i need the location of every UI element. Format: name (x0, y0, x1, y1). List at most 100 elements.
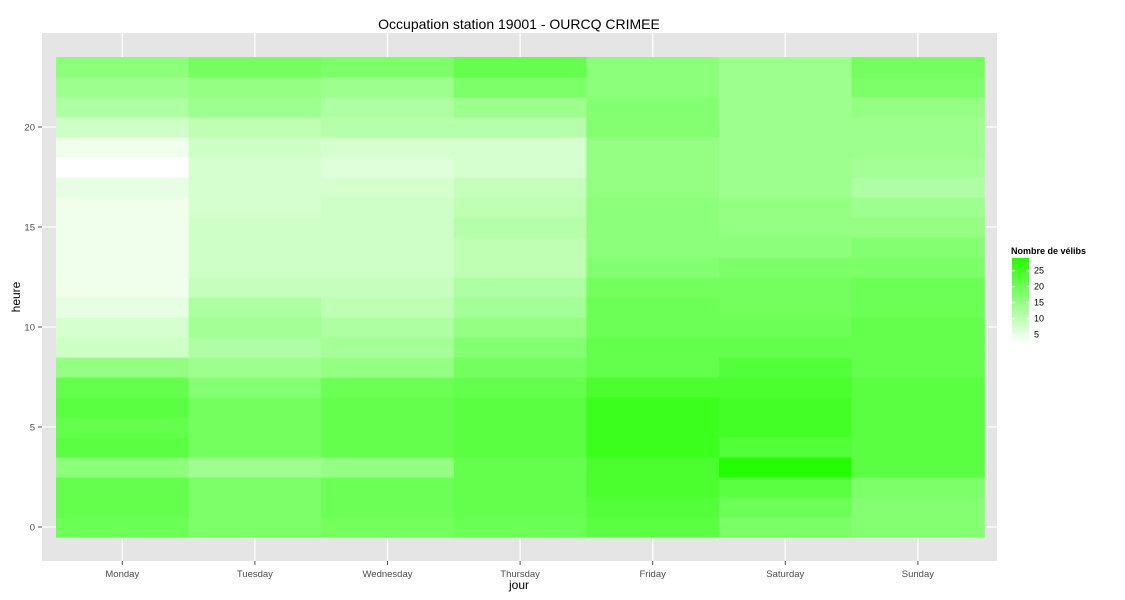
heatmap-cell (188, 397, 322, 418)
x-tick-label: Wednesday (363, 569, 413, 580)
heatmap-cell (56, 497, 190, 518)
heatmap-cell (453, 477, 587, 498)
y-tick-label: 5 (30, 423, 35, 434)
heatmap-cell (56, 117, 190, 138)
heatmap-cell (719, 57, 853, 78)
heatmap-cell (453, 157, 587, 178)
heatmap-cell (586, 157, 720, 178)
heatmap-cell (56, 477, 190, 498)
heatmap-cell (586, 517, 720, 538)
heatmap-cell (321, 157, 455, 178)
heatmap-cell (321, 317, 455, 338)
heatmap-cell (188, 297, 322, 318)
legend-colorbar (1012, 258, 1029, 344)
x-tick-label: Tuesday (237, 569, 273, 580)
heatmap-cell (719, 277, 853, 298)
y-axis-ticks: 0 5 10 15 20 (24, 123, 42, 534)
heatmap-cell (851, 177, 985, 198)
heatmap-cell (321, 137, 455, 158)
heatmap-cell (586, 237, 720, 258)
heatmap-cell (851, 57, 985, 78)
heatmap-cell (453, 137, 587, 158)
heatmap-cell (453, 237, 587, 258)
heatmap-cell (719, 377, 853, 398)
heatmap-cell (453, 397, 587, 418)
heatmap-cell (56, 57, 190, 78)
heatmap-cell (453, 277, 587, 298)
heatmap-cell (851, 117, 985, 138)
y-tick-label: 20 (24, 123, 35, 134)
heatmap-cell (188, 217, 322, 238)
heatmap-cell (321, 437, 455, 458)
heatmap-cell (321, 457, 455, 478)
heatmap-cell (586, 137, 720, 158)
heatmap-cell (321, 297, 455, 318)
heatmap-cell (56, 257, 190, 278)
heatmap-cell (321, 337, 455, 358)
heatmap-cell (321, 237, 455, 258)
heatmap-cell (188, 317, 322, 338)
heatmap-cell (56, 237, 190, 258)
heatmap-cell (851, 357, 985, 378)
legend-tick-label: 15 (1034, 298, 1044, 308)
heatmap-cell (453, 297, 587, 318)
heatmap-cell (453, 437, 587, 458)
x-tick-label: Sunday (902, 569, 934, 580)
heatmap-cell (321, 257, 455, 278)
heatmap-cell (851, 437, 985, 458)
heatmap-cell (719, 317, 853, 338)
heatmap-cell (719, 117, 853, 138)
x-tick-label: Thursday (500, 569, 540, 580)
heatmap-cell (56, 97, 190, 118)
heatmap-cell (719, 97, 853, 118)
heatmap-cell (586, 257, 720, 278)
heatmap-cell (851, 237, 985, 258)
legend-tick-label: 20 (1034, 282, 1044, 292)
heatmap-cell (851, 157, 985, 178)
heatmap-cell (851, 397, 985, 418)
heatmap-cell (851, 137, 985, 158)
heatmap-cell (188, 277, 322, 298)
heatmap-cell (453, 317, 587, 338)
heatmap-cell (719, 297, 853, 318)
heatmap-cell (56, 337, 190, 358)
heatmap-cell (586, 77, 720, 98)
x-axis-title: jour (508, 578, 529, 592)
heatmap-cell (719, 257, 853, 278)
heatmap-cell (851, 417, 985, 438)
heatmap-cell (56, 457, 190, 478)
heatmap-cell (453, 497, 587, 518)
heatmap-cell (453, 217, 587, 238)
heatmap-cell (851, 477, 985, 498)
heatmap-cell (188, 437, 322, 458)
heatmap-cell (321, 517, 455, 538)
heatmap-cell (851, 337, 985, 358)
heatmap-cell (188, 377, 322, 398)
heatmap-cell (321, 97, 455, 118)
heatmap-cell (851, 457, 985, 478)
heatmap-cell (321, 197, 455, 218)
heatmap-cell (851, 317, 985, 338)
heatmap-cell (56, 77, 190, 98)
heatmap-cell (56, 437, 190, 458)
legend-tick-label: 25 (1034, 266, 1044, 276)
heatmap-cell (719, 337, 853, 358)
heatmap-cell (56, 197, 190, 218)
heatmap-cell (851, 277, 985, 298)
heatmap-cell (586, 217, 720, 238)
heatmap-cell (321, 357, 455, 378)
heatmap-cell (719, 357, 853, 378)
heatmap-cell (719, 137, 853, 158)
heatmap-cell (188, 517, 322, 538)
heatmap-cell (56, 297, 190, 318)
heatmap-cell (56, 357, 190, 378)
x-tick-label: Monday (105, 569, 139, 580)
chart-title: Occupation station 19001 - OURCQ CRIMEE (378, 16, 660, 32)
heatmap-cell (586, 497, 720, 518)
heatmap-cell (56, 217, 190, 238)
heatmap-cell (321, 417, 455, 438)
heatmap-cell (851, 197, 985, 218)
heatmap-cell (719, 437, 853, 458)
heatmap-cell (321, 277, 455, 298)
heatmap-cell (719, 157, 853, 178)
